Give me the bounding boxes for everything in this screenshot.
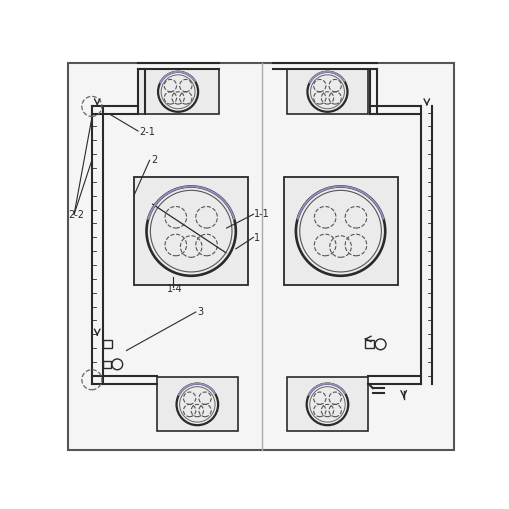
Bar bbox=[288, 378, 369, 432]
Bar bbox=[134, 178, 248, 286]
Bar bbox=[365, 340, 374, 349]
Text: 1: 1 bbox=[254, 232, 261, 242]
Text: 1-1: 1-1 bbox=[254, 208, 270, 218]
Bar bbox=[103, 361, 111, 369]
Text: 2-1: 2-1 bbox=[139, 127, 155, 137]
Bar bbox=[103, 340, 112, 349]
Bar bbox=[288, 70, 369, 115]
Text: 2: 2 bbox=[151, 155, 157, 164]
Text: 2-2: 2-2 bbox=[69, 209, 84, 219]
Bar bbox=[157, 378, 238, 432]
Bar bbox=[284, 178, 398, 286]
Text: 1-4: 1-4 bbox=[166, 284, 182, 294]
Text: 3: 3 bbox=[197, 306, 204, 316]
Bar bbox=[138, 70, 219, 115]
